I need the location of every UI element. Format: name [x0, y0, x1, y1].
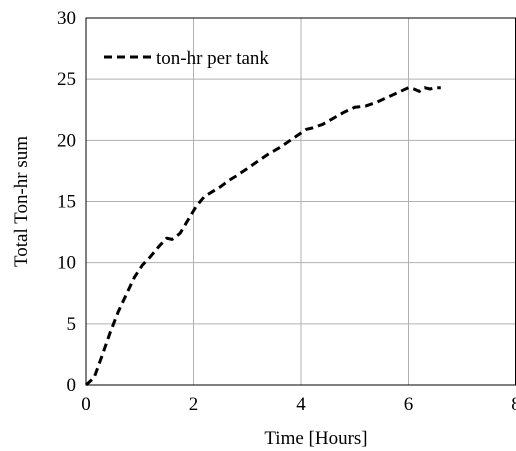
x-tick-label-2: 2: [189, 394, 199, 415]
x-tick-label-4: 4: [296, 394, 306, 415]
x-tick-label-6: 6: [404, 394, 414, 415]
series-layer: [84, 86, 441, 387]
legend-label-ton-hr-per-tank: ton-hr per tank: [156, 48, 269, 69]
series-line-0: [84, 86, 441, 387]
y-tick-label-25: 25: [57, 69, 76, 90]
grid-lines: [86, 18, 516, 385]
y-tick-label-15: 15: [57, 192, 76, 213]
x-tick-label-0: 0: [81, 394, 91, 415]
legend: ton-hr per tank: [104, 48, 269, 69]
tick-labels: 0 2 4 6 8 0 5 10 15 20 25 30: [57, 8, 516, 415]
x-tick-label-8: 8: [511, 394, 516, 415]
y-axis-title: Total Ton-hr sum: [11, 136, 32, 267]
y-tick-label-0: 0: [67, 375, 77, 396]
x-axis-title: Time [Hours]: [264, 428, 367, 449]
y-tick-label-20: 20: [57, 130, 76, 151]
y-tick-label-5: 5: [67, 314, 77, 335]
y-tick-label-10: 10: [57, 253, 76, 274]
y-tick-label-30: 30: [57, 8, 76, 29]
